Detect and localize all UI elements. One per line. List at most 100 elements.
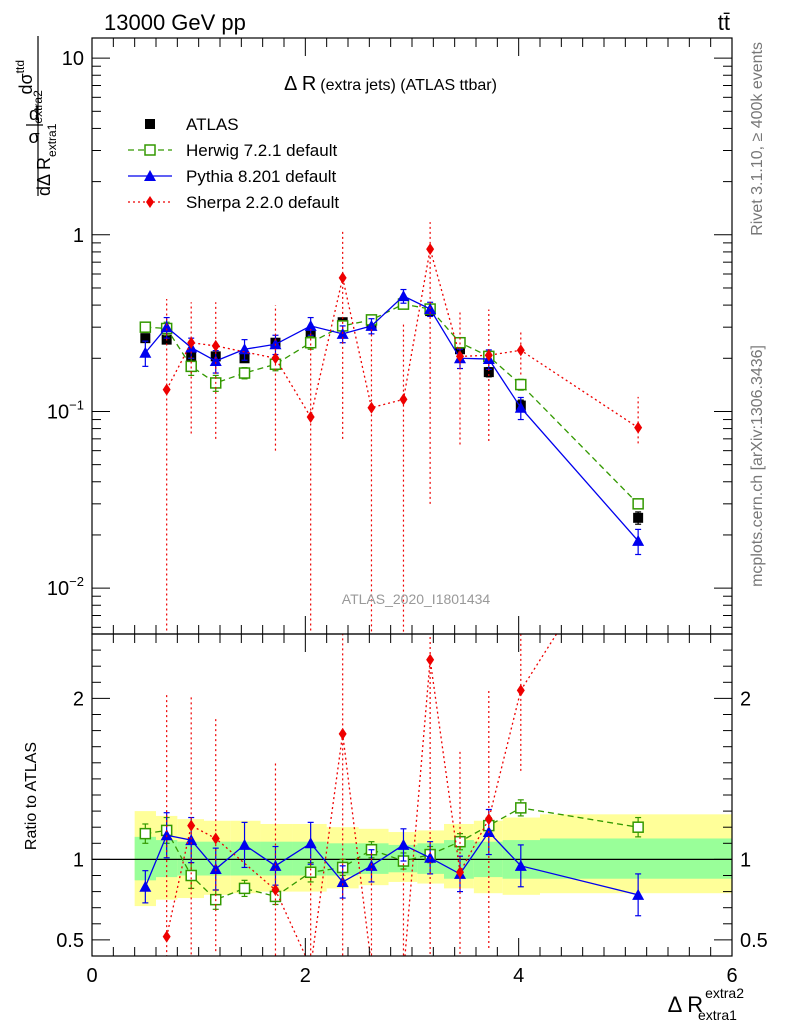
ratio-y-tick-label-right: 2	[740, 688, 751, 710]
sherpa-2-2-0-default-point	[426, 653, 435, 666]
sherpa-2-2-0-default-point	[367, 960, 375, 972]
ylabel-sigma: σ	[28, 127, 39, 147]
sherpa-2-2-0-default-point	[187, 819, 196, 832]
ratio-panel-axes: 0.5 0.5 1 1 2 2 0 2 4 6	[56, 633, 768, 987]
pythia-8-201-default-point	[185, 834, 198, 846]
pythia-8-201-default-point	[632, 888, 645, 900]
ratio-panel-plot	[139, 634, 645, 980]
title-main: Δ R	[284, 73, 316, 95]
xlabel-sup: extra2	[705, 985, 744, 1001]
legend-sherpa-2-2-0-default-marker	[146, 196, 154, 208]
sherpa-2-2-0-default-point	[187, 336, 196, 349]
pythia-8-201-default-point	[209, 863, 222, 875]
legend-pythia-8-201-default-label: Pythia 8.201 default	[186, 167, 337, 186]
sherpa-2-2-0-default-point	[634, 421, 643, 434]
ylabel-d-one: d	[29, 104, 39, 124]
x-tick-label: 6	[726, 965, 737, 987]
legend-herwig-7-2-1-default-label: Herwig 7.2.1 default	[186, 141, 337, 160]
sherpa-2-2-0-default-point	[484, 813, 493, 826]
herwig-7-2-1-default-point	[238, 367, 251, 379]
ratio-y-tick-label: 0.5	[56, 930, 84, 952]
pythia-8-201-default-point	[304, 319, 317, 331]
herwig-7-2-1-default-point	[632, 821, 644, 833]
chart-title: Δ R (extra jets) (ATLAS ttbar)	[284, 73, 497, 95]
sherpa-2-2-0-default-point	[306, 411, 315, 424]
herwig-7-2-1-default-point	[185, 360, 197, 373]
pythia-8-201-default-point	[238, 343, 251, 355]
sherpa-2-2-0-default-point	[456, 866, 464, 879]
pythia-8-201-default-point	[336, 875, 349, 887]
sherpa-2-2-0-default-point	[338, 271, 347, 284]
pythia-8-201-default-point	[397, 290, 410, 302]
herwig-7-2-1-default-point	[454, 835, 466, 848]
ratio-y-tick-label: 1	[73, 849, 84, 871]
mcplots-label: mcplots.cern.ch [arXiv:1306.3436]	[749, 345, 766, 587]
top-panel-plot	[139, 222, 645, 634]
x-tick-label: 0	[86, 965, 97, 987]
herwig-7-2-1-default-line	[145, 303, 639, 505]
sherpa-2-2-0-default-point	[271, 883, 280, 896]
ratio-y-tick-label-right: 1	[740, 849, 751, 871]
herwig-7-2-1-default-point	[139, 827, 152, 840]
process-label: tt̄	[718, 10, 730, 35]
pythia-8-201-default-point	[139, 880, 152, 892]
sherpa-2-2-0-default-point	[426, 243, 435, 256]
sherpa-2-2-0-default-point	[162, 930, 171, 943]
sherpa-2-2-0-default-point	[211, 339, 220, 352]
sherpa-2-2-0-default-point	[516, 684, 525, 697]
xlabel-main: Δ R	[668, 992, 703, 1017]
ratio-panel-frame	[91, 633, 733, 957]
pythia-8-201-default-point	[397, 838, 410, 850]
inner-band-segment	[134, 836, 156, 881]
top-panel-axes: 10−2 10−1 1 10	[47, 38, 733, 634]
pythia-8-201-default-point	[209, 355, 222, 367]
y-tick-label: 1	[73, 225, 84, 247]
herwig-7-2-1-default-point	[139, 321, 152, 333]
y-tick-label: 10	[62, 48, 84, 70]
herwig-7-2-1-default-point	[238, 882, 251, 895]
legend-sherpa-2-2-0-default-label: Sherpa 2.2.0 default	[186, 193, 339, 212]
sherpa-2-2-0-default-point	[399, 968, 407, 980]
y-tick-label: 10−1	[47, 397, 84, 423]
sherpa-2-2-0-default-point	[211, 832, 220, 845]
pythia-8-201-default-point	[514, 859, 527, 871]
legend-atlas-marker	[145, 119, 155, 129]
pythia-8-201-default-point	[139, 346, 152, 358]
analysis-watermark: ATLAS_2020_I1801434	[342, 591, 491, 607]
xlabel-sub: extra1	[698, 1007, 737, 1023]
pythia-8-201-default-point	[160, 321, 173, 333]
legend-atlas-label: ATLAS	[186, 115, 239, 134]
pythia-8-201-default-point	[632, 534, 645, 546]
y-tick-label: 10−2	[47, 574, 84, 600]
ylabel-numerator: dσttd	[13, 60, 36, 94]
pythia-8-201-default-line	[144, 295, 639, 542]
x-tick-label: 4	[513, 965, 524, 987]
herwig-7-2-1-default-point	[185, 869, 197, 882]
herwig-7-2-1-default-point	[515, 378, 527, 391]
pythia-8-201-default-point	[514, 401, 527, 413]
ratio-ylabel: Ratio to ATLAS	[23, 742, 40, 850]
herwig-7-2-1-default-point	[632, 498, 644, 510]
herwig-7-2-1-default-point	[304, 336, 317, 349]
sherpa-2-2-0-default-point	[271, 352, 280, 365]
atlas-point	[483, 367, 494, 378]
ratio-y-tick-label: 2	[73, 688, 84, 710]
sherpa-2-2-0-default-line	[166, 634, 558, 956]
herwig-7-2-1-default-point	[304, 866, 317, 879]
sherpa-2-2-0-default-point	[399, 393, 408, 406]
sherpa-2-2-0-default-point	[162, 383, 171, 396]
sherpa-2-2-0-default-point	[338, 727, 347, 740]
legend-pythia-8-201-default-marker	[144, 170, 156, 181]
ratio-y-tick-label-right: 0.5	[740, 930, 768, 952]
herwig-7-2-1-default-point	[515, 802, 527, 814]
atlas-point	[633, 512, 644, 523]
sherpa-2-2-0-default-point	[516, 344, 525, 357]
inner-band-segment	[540, 838, 732, 879]
sherpa-2-2-0-default-point	[367, 401, 376, 414]
atlas-point	[140, 333, 151, 344]
x-tick-label: 2	[300, 965, 311, 987]
top-y-axis-label: d σ dΔ Rextra1extra2 dσttd	[13, 36, 59, 196]
